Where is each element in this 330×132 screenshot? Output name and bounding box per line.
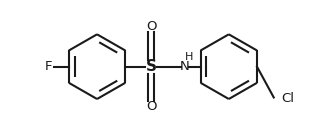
Text: S: S	[146, 59, 157, 74]
Text: O: O	[146, 100, 156, 113]
Text: N: N	[180, 60, 189, 73]
Text: Cl: Cl	[281, 92, 294, 105]
Text: O: O	[146, 20, 156, 33]
Text: F: F	[45, 60, 53, 73]
Text: H: H	[185, 52, 193, 62]
